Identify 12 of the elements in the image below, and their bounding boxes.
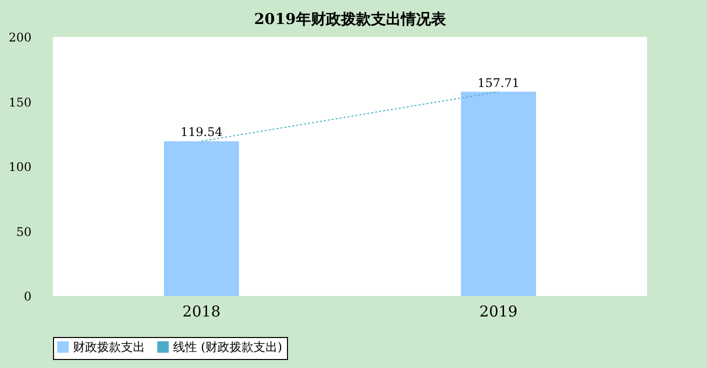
chart-title: 2019年财政拨款支出情况表 xyxy=(254,10,447,28)
y-tick-label: 100 xyxy=(8,160,32,174)
y-tick-label: 150 xyxy=(8,95,32,110)
x-tick-label: 2018 xyxy=(182,302,221,320)
legend-label: 线性 (财政拨款支出) xyxy=(173,340,282,354)
data-label: 119.54 xyxy=(180,125,223,140)
legend-label: 财政拨款支出 xyxy=(73,340,145,354)
y-tick-label: 200 xyxy=(8,30,32,44)
data-label: 157.71 xyxy=(478,76,520,90)
y-tick-label: 0 xyxy=(24,290,32,304)
y-tick-label: 50 xyxy=(16,224,32,239)
x-tick-label: 2019 xyxy=(479,302,518,320)
